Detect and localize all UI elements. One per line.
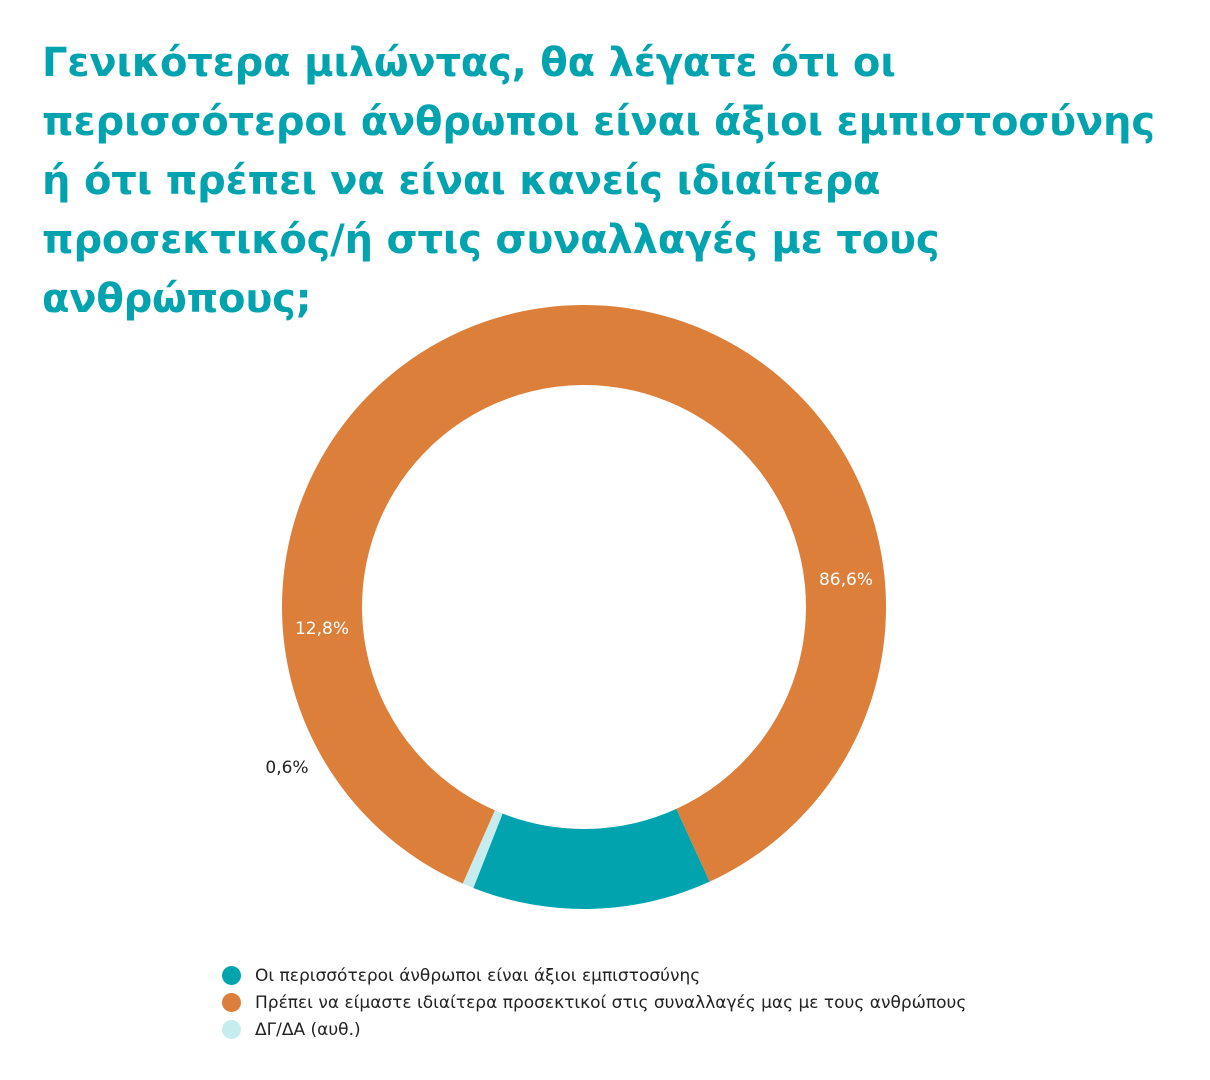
legend-item-1: Οι περισσότεροι άνθρωποι είναι άξιοι εμπ… [222,962,966,989]
donut-slice-3 [462,810,503,888]
legend-item-3: ΔΓ/ΔΑ (αυθ.) [222,1016,966,1043]
legend-marker [222,1020,241,1039]
legend-label: ΔΓ/ΔΑ (αυθ.) [255,1019,361,1040]
donut-slice-2 [281,305,886,884]
slice-label-3: 0,6% [265,758,308,778]
slice-label-2: 86,6% [819,570,873,590]
slice-label-1: 12,8% [295,619,349,639]
donut-slice-1 [473,808,710,909]
chart-title: Γενικότερα μιλώντας, θα λέγατε ότι οι πε… [42,40,1155,322]
legend-marker [222,966,241,985]
chart-legend: Οι περισσότεροι άνθρωποι είναι άξιοι εμπ… [222,962,966,1043]
legend-item-2: Πρέπει να είμαστε ιδιαίτερα προσεκτικοί … [222,989,966,1016]
legend-label: Πρέπει να είμαστε ιδιαίτερα προσεκτικοί … [255,992,967,1013]
legend-label: Οι περισσότεροι άνθρωποι είναι άξιοι εμπ… [255,965,701,986]
legend-marker [222,993,241,1012]
